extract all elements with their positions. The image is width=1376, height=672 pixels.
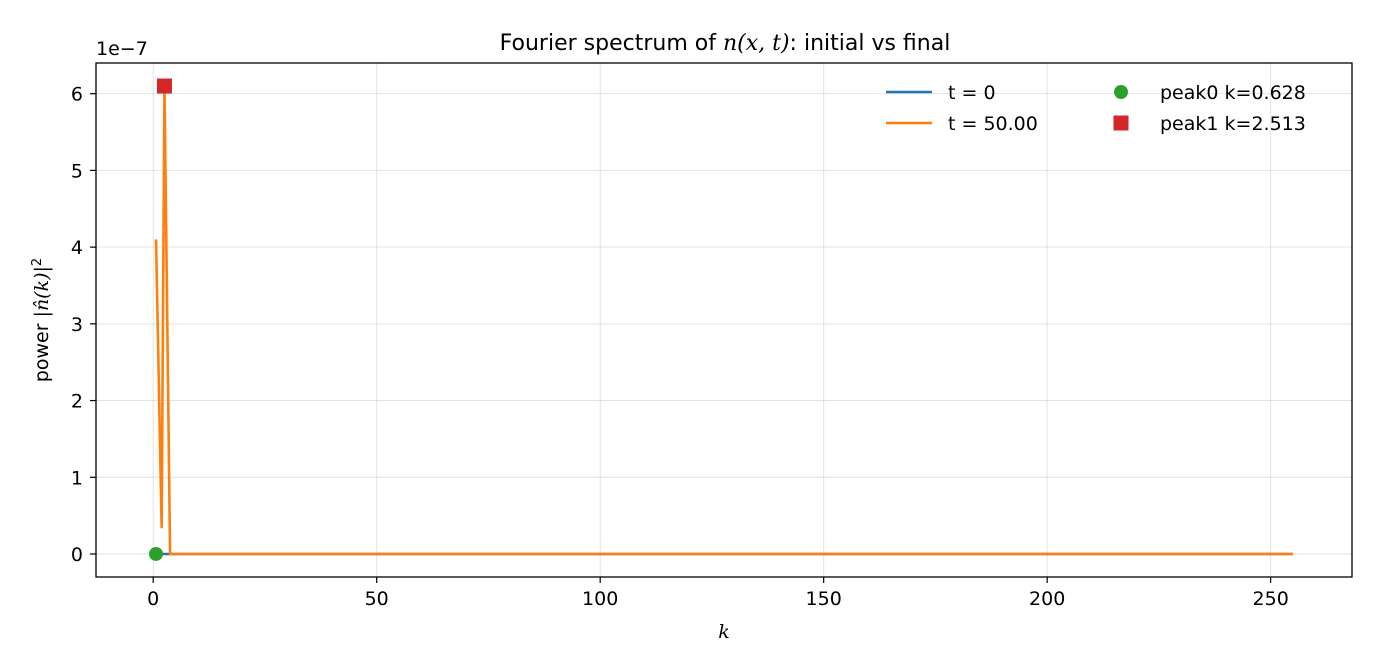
legend: t = 0 t = 50.00 peak0 k=0.628 peak1 k=2.513 [886, 82, 1306, 135]
y-tick-label: 3 [71, 314, 83, 336]
x-tick-label: 250 [1253, 588, 1289, 610]
y-tick-label: 4 [71, 237, 83, 259]
y-tick-label: 0 [71, 544, 83, 566]
legend-label-marker-0: peak0 k=0.628 [1160, 82, 1306, 104]
x-tick-label: 100 [582, 588, 618, 610]
x-tick-label: 0 [147, 588, 159, 610]
peak-marker-1 [156, 78, 172, 94]
x-tick-label: 150 [806, 588, 842, 610]
legend-swatch-marker-1 [1113, 115, 1129, 131]
legend-label-marker-1: peak1 k=2.513 [1160, 113, 1306, 135]
y-tick-label: 1 [71, 467, 83, 489]
y-axis-label: power |n̂(k)|2 [30, 258, 54, 382]
x-tick-label: 200 [1029, 588, 1065, 610]
y-tick-label: 5 [71, 160, 83, 182]
x-tick-label: 50 [365, 588, 389, 610]
y-axis-ticks: 0 1 2 3 4 5 6 [71, 84, 96, 566]
marker-layer [149, 78, 172, 561]
legend-label-series-0: t = 0 [948, 82, 996, 104]
y-tick-label: 2 [71, 391, 83, 413]
y-tick-label: 6 [71, 84, 83, 106]
plot-frame [95, 62, 1353, 578]
x-axis-label: k [718, 621, 730, 643]
x-axis-ticks: 0 50 100 150 200 250 [147, 577, 1289, 610]
peak-marker-0 [149, 546, 164, 561]
legend-swatch-marker-0 [1114, 85, 1128, 99]
chart-title: Fourier spectrum of n(x, t): initial vs … [500, 31, 951, 56]
y-offset-text: 1e−7 [96, 38, 148, 60]
legend-label-series-1: t = 50.00 [948, 113, 1038, 135]
